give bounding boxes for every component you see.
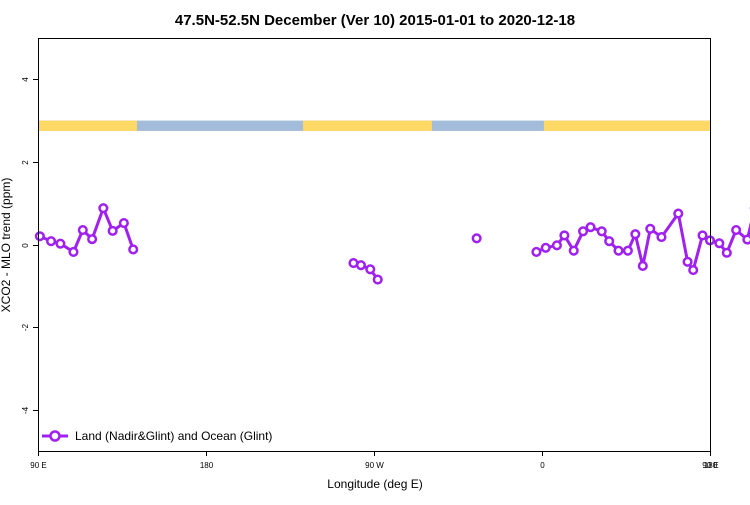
x-tick-label: 0	[540, 461, 545, 470]
land-band	[38, 120, 137, 131]
y-tick-label: 2	[21, 160, 30, 165]
x-tick-label: 90 W	[365, 461, 384, 470]
y-tick-label: -2	[21, 323, 30, 331]
x-axis-label: Longitude (deg E)	[327, 477, 422, 491]
y-axis-label: XCO2 - MLO trend (ppm)	[0, 178, 13, 313]
data-point	[596, 226, 607, 237]
data-point	[645, 223, 656, 234]
data-point	[68, 246, 79, 257]
x-tick-label: 90 E	[30, 461, 46, 470]
legend: Land (Nadir&Glint) and Ocean (Glint)	[42, 429, 272, 443]
x-tick-label: 180	[704, 461, 718, 470]
legend-swatch-marker	[49, 430, 61, 442]
data-point	[688, 265, 699, 276]
data-point	[471, 233, 482, 244]
data-point	[559, 230, 570, 241]
data-point	[355, 260, 366, 271]
data-point	[622, 245, 633, 256]
x-tick-label: 90 E	[702, 461, 718, 470]
data-point	[721, 247, 732, 258]
data-point	[372, 274, 383, 285]
data-point	[551, 240, 562, 251]
data-point	[118, 217, 129, 229]
data-point	[98, 203, 109, 214]
data-point	[531, 246, 542, 257]
y-tick-label: -4	[21, 406, 30, 414]
data-point	[673, 208, 684, 219]
data-point	[55, 238, 66, 249]
data-point	[578, 226, 589, 237]
data-point	[714, 238, 725, 249]
data-point	[585, 222, 596, 233]
y-axis: -4 -2 0 2 4	[21, 77, 38, 414]
land-ocean-strip	[38, 120, 710, 131]
legend-label: Land (Nadir&Glint) and Ocean (Glint)	[75, 429, 272, 443]
data-point	[742, 234, 750, 245]
data-series	[34, 203, 750, 285]
land-band	[543, 120, 710, 131]
data-point	[604, 236, 615, 247]
data-point	[630, 229, 641, 240]
data-point	[656, 232, 667, 243]
data-point	[87, 234, 98, 245]
y-tick-label: 0	[21, 243, 30, 248]
data-point	[46, 236, 57, 247]
data-point	[540, 242, 551, 253]
data-point	[731, 224, 742, 236]
land-band	[303, 120, 432, 131]
data-point	[637, 260, 648, 272]
data-point	[107, 225, 118, 236]
chart-title: 47.5N-52.5N December (Ver 10) 2015-01-01…	[175, 12, 575, 29]
data-point	[77, 224, 88, 236]
data-point	[613, 245, 624, 256]
x-tick-label: 180	[200, 461, 214, 470]
data-point	[697, 230, 708, 241]
data-point	[34, 231, 45, 242]
data-point	[128, 244, 139, 255]
series-line	[535, 212, 750, 272]
data-point	[682, 256, 693, 267]
data-point	[365, 264, 376, 275]
data-point	[568, 245, 579, 256]
y-tick-label: 4	[21, 77, 30, 82]
